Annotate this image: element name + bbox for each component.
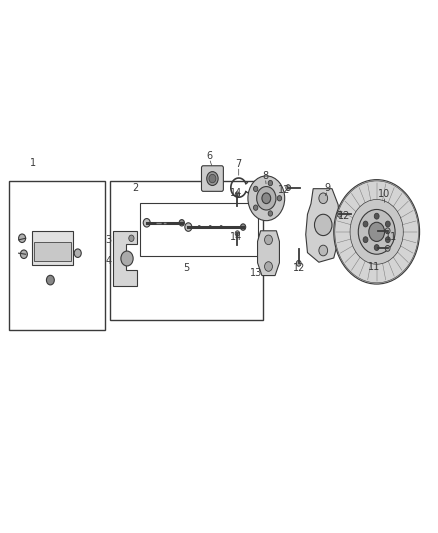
Circle shape [254, 186, 258, 191]
Circle shape [179, 220, 184, 226]
Circle shape [385, 221, 390, 227]
Circle shape [385, 228, 390, 233]
Text: 14: 14 [230, 188, 243, 198]
Circle shape [262, 193, 271, 204]
Circle shape [257, 187, 276, 210]
Circle shape [363, 237, 368, 243]
Text: 12: 12 [278, 185, 290, 195]
Circle shape [209, 225, 212, 229]
Circle shape [240, 224, 246, 230]
Circle shape [220, 225, 223, 229]
Text: 9: 9 [325, 183, 331, 193]
Text: 13: 13 [250, 268, 262, 278]
Text: 8: 8 [262, 171, 268, 181]
Circle shape [18, 234, 26, 243]
Bar [110, 181, 263, 320]
Text: 14: 14 [230, 232, 243, 241]
Circle shape [20, 250, 27, 259]
Circle shape [374, 245, 379, 251]
Circle shape [369, 222, 385, 241]
Polygon shape [113, 231, 137, 286]
Circle shape [350, 199, 403, 264]
Circle shape [248, 176, 285, 221]
Circle shape [265, 262, 272, 271]
Circle shape [319, 245, 328, 256]
Circle shape [385, 245, 390, 251]
Circle shape [235, 192, 240, 197]
Circle shape [265, 235, 272, 245]
Circle shape [358, 209, 395, 254]
Circle shape [268, 211, 272, 216]
Circle shape [121, 251, 133, 266]
Circle shape [254, 205, 258, 211]
Circle shape [46, 275, 54, 285]
Polygon shape [258, 231, 279, 276]
Circle shape [363, 221, 368, 227]
Bar [34, 242, 71, 261]
Text: 2: 2 [133, 183, 139, 192]
Polygon shape [306, 189, 339, 262]
Circle shape [319, 193, 328, 204]
Bar [32, 230, 73, 265]
Bar [9, 181, 105, 330]
Circle shape [143, 219, 150, 227]
Text: 3: 3 [106, 235, 112, 245]
Circle shape [277, 196, 282, 201]
Circle shape [296, 260, 301, 266]
Circle shape [235, 231, 240, 236]
FancyBboxPatch shape [201, 166, 223, 191]
Circle shape [268, 180, 272, 185]
Circle shape [74, 249, 81, 257]
Circle shape [207, 172, 218, 185]
Text: 4: 4 [106, 256, 112, 266]
Text: 11: 11 [368, 262, 380, 271]
Bar [140, 203, 258, 256]
Text: 6: 6 [206, 151, 212, 160]
Text: 11: 11 [385, 232, 397, 242]
Text: 5: 5 [183, 263, 189, 272]
Circle shape [286, 184, 291, 191]
Text: 12: 12 [338, 212, 350, 221]
Text: 7: 7 [236, 159, 242, 169]
Circle shape [385, 237, 390, 243]
Text: 12: 12 [293, 263, 305, 272]
Circle shape [129, 235, 134, 241]
Circle shape [334, 180, 420, 284]
Circle shape [314, 214, 332, 236]
Circle shape [185, 223, 192, 231]
Text: 10: 10 [378, 189, 391, 199]
Circle shape [209, 174, 216, 183]
Circle shape [198, 225, 201, 229]
Text: 1: 1 [30, 158, 36, 167]
Circle shape [337, 212, 342, 217]
Circle shape [374, 213, 379, 219]
